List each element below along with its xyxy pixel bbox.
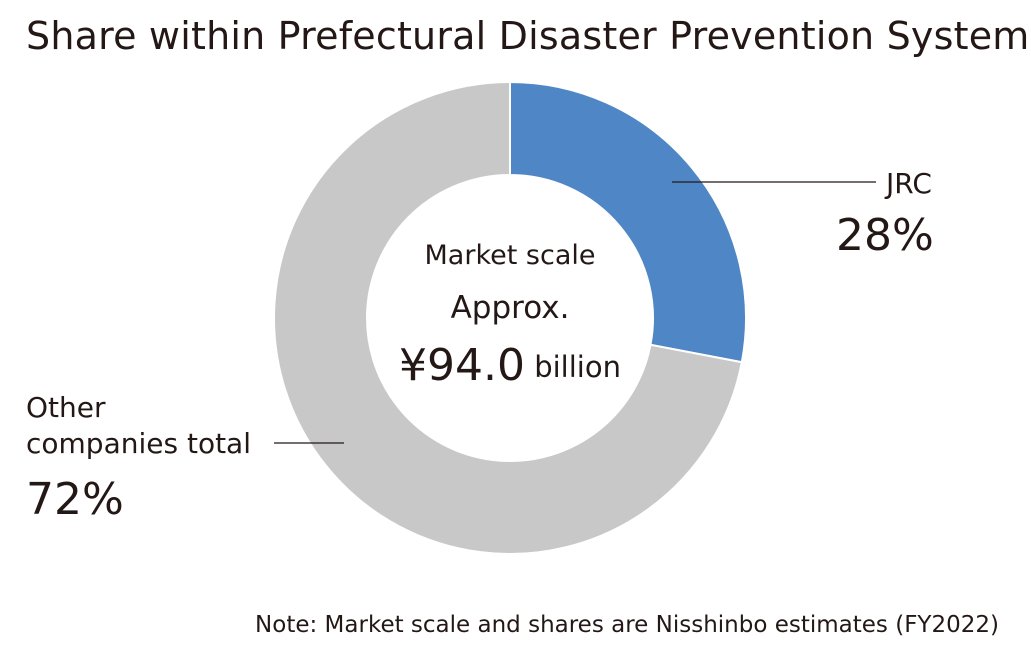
donut-slice-other-companies-total [273,80,743,555]
center-approx-label: Approx. [450,290,570,326]
donut-slice-jrc [509,80,747,364]
others-slice-percent: 72% [26,474,124,525]
others-slice-label: Other companies total [26,390,251,462]
jrc-slice-label: JRC [886,167,932,200]
others-label-line2: companies total [26,427,251,460]
center-market-value: ¥94.0 billion [380,340,640,391]
footnote: Note: Market scale and shares are Nisshi… [255,612,999,638]
center-market-scale-label: Market scale [424,240,596,271]
jrc-slice-percent: 28% [836,210,934,261]
center-value-amount: ¥94.0 [399,340,525,391]
center-value-unit: billion [534,350,621,384]
chart-title: Share within Prefectural Disaster Preven… [26,14,1031,58]
others-label-line1: Other [26,391,106,424]
